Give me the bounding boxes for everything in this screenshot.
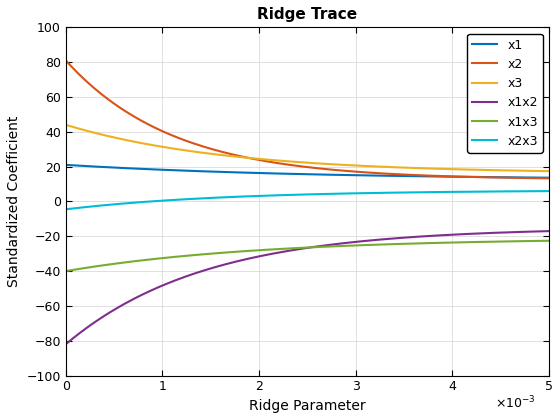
x3: [394, 165, 401, 170]
x1x2: [439, 233, 446, 238]
x3: [112, 135, 119, 140]
x1x2: [545, 228, 552, 234]
x2: [258, 158, 264, 163]
x1: [439, 174, 446, 179]
Line: x1: x1: [66, 165, 549, 178]
Text: $\times10^{-3}$: $\times10^{-3}$: [495, 395, 535, 412]
Title: Ridge Trace: Ridge Trace: [258, 7, 357, 22]
x1x3: [276, 247, 282, 252]
x1x2: [112, 307, 119, 312]
x1x2: [62, 342, 69, 347]
x1x3: [394, 241, 401, 247]
x3: [258, 157, 264, 162]
x2: [276, 161, 282, 166]
Legend: x1, x2, x3, x1x2, x1x3, x2x3: x1, x2, x3, x1x2, x1x3, x2x3: [467, 34, 543, 153]
x1x2: [448, 232, 455, 237]
Line: x2x3: x2x3: [66, 191, 549, 209]
x3: [276, 158, 282, 163]
x1x2: [258, 253, 264, 258]
Line: x1x2: x1x2: [66, 231, 549, 344]
x3: [439, 166, 446, 171]
x1: [112, 165, 119, 170]
x1x3: [62, 269, 69, 274]
x2: [62, 58, 69, 63]
x1x3: [545, 238, 552, 243]
x2x3: [394, 190, 401, 195]
x1x3: [439, 240, 446, 245]
x2: [439, 173, 446, 178]
X-axis label: Ridge Parameter: Ridge Parameter: [249, 399, 366, 413]
x2x3: [448, 189, 455, 194]
x2: [394, 172, 401, 177]
x3: [545, 169, 552, 174]
x2x3: [112, 202, 119, 207]
x3: [448, 167, 455, 172]
x2x3: [439, 189, 446, 194]
Line: x3: x3: [66, 125, 549, 171]
Line: x1x3: x1x3: [66, 241, 549, 271]
x3: [62, 122, 69, 127]
x2: [545, 176, 552, 181]
x1: [258, 171, 264, 176]
x1x3: [448, 240, 455, 245]
x1: [545, 175, 552, 180]
x2x3: [545, 189, 552, 194]
x2: [112, 102, 119, 107]
x1: [62, 163, 69, 168]
Line: x2: x2: [66, 60, 549, 178]
x1x2: [394, 236, 401, 241]
Y-axis label: Standardized Coefficient: Standardized Coefficient: [7, 116, 21, 287]
x2x3: [62, 207, 69, 212]
x1x2: [276, 250, 282, 255]
x2: [448, 174, 455, 179]
x1x3: [112, 261, 119, 266]
x2x3: [258, 193, 264, 198]
x1: [394, 173, 401, 178]
x1: [276, 171, 282, 176]
x1: [448, 174, 455, 179]
x1x3: [258, 247, 264, 252]
x2x3: [276, 193, 282, 198]
